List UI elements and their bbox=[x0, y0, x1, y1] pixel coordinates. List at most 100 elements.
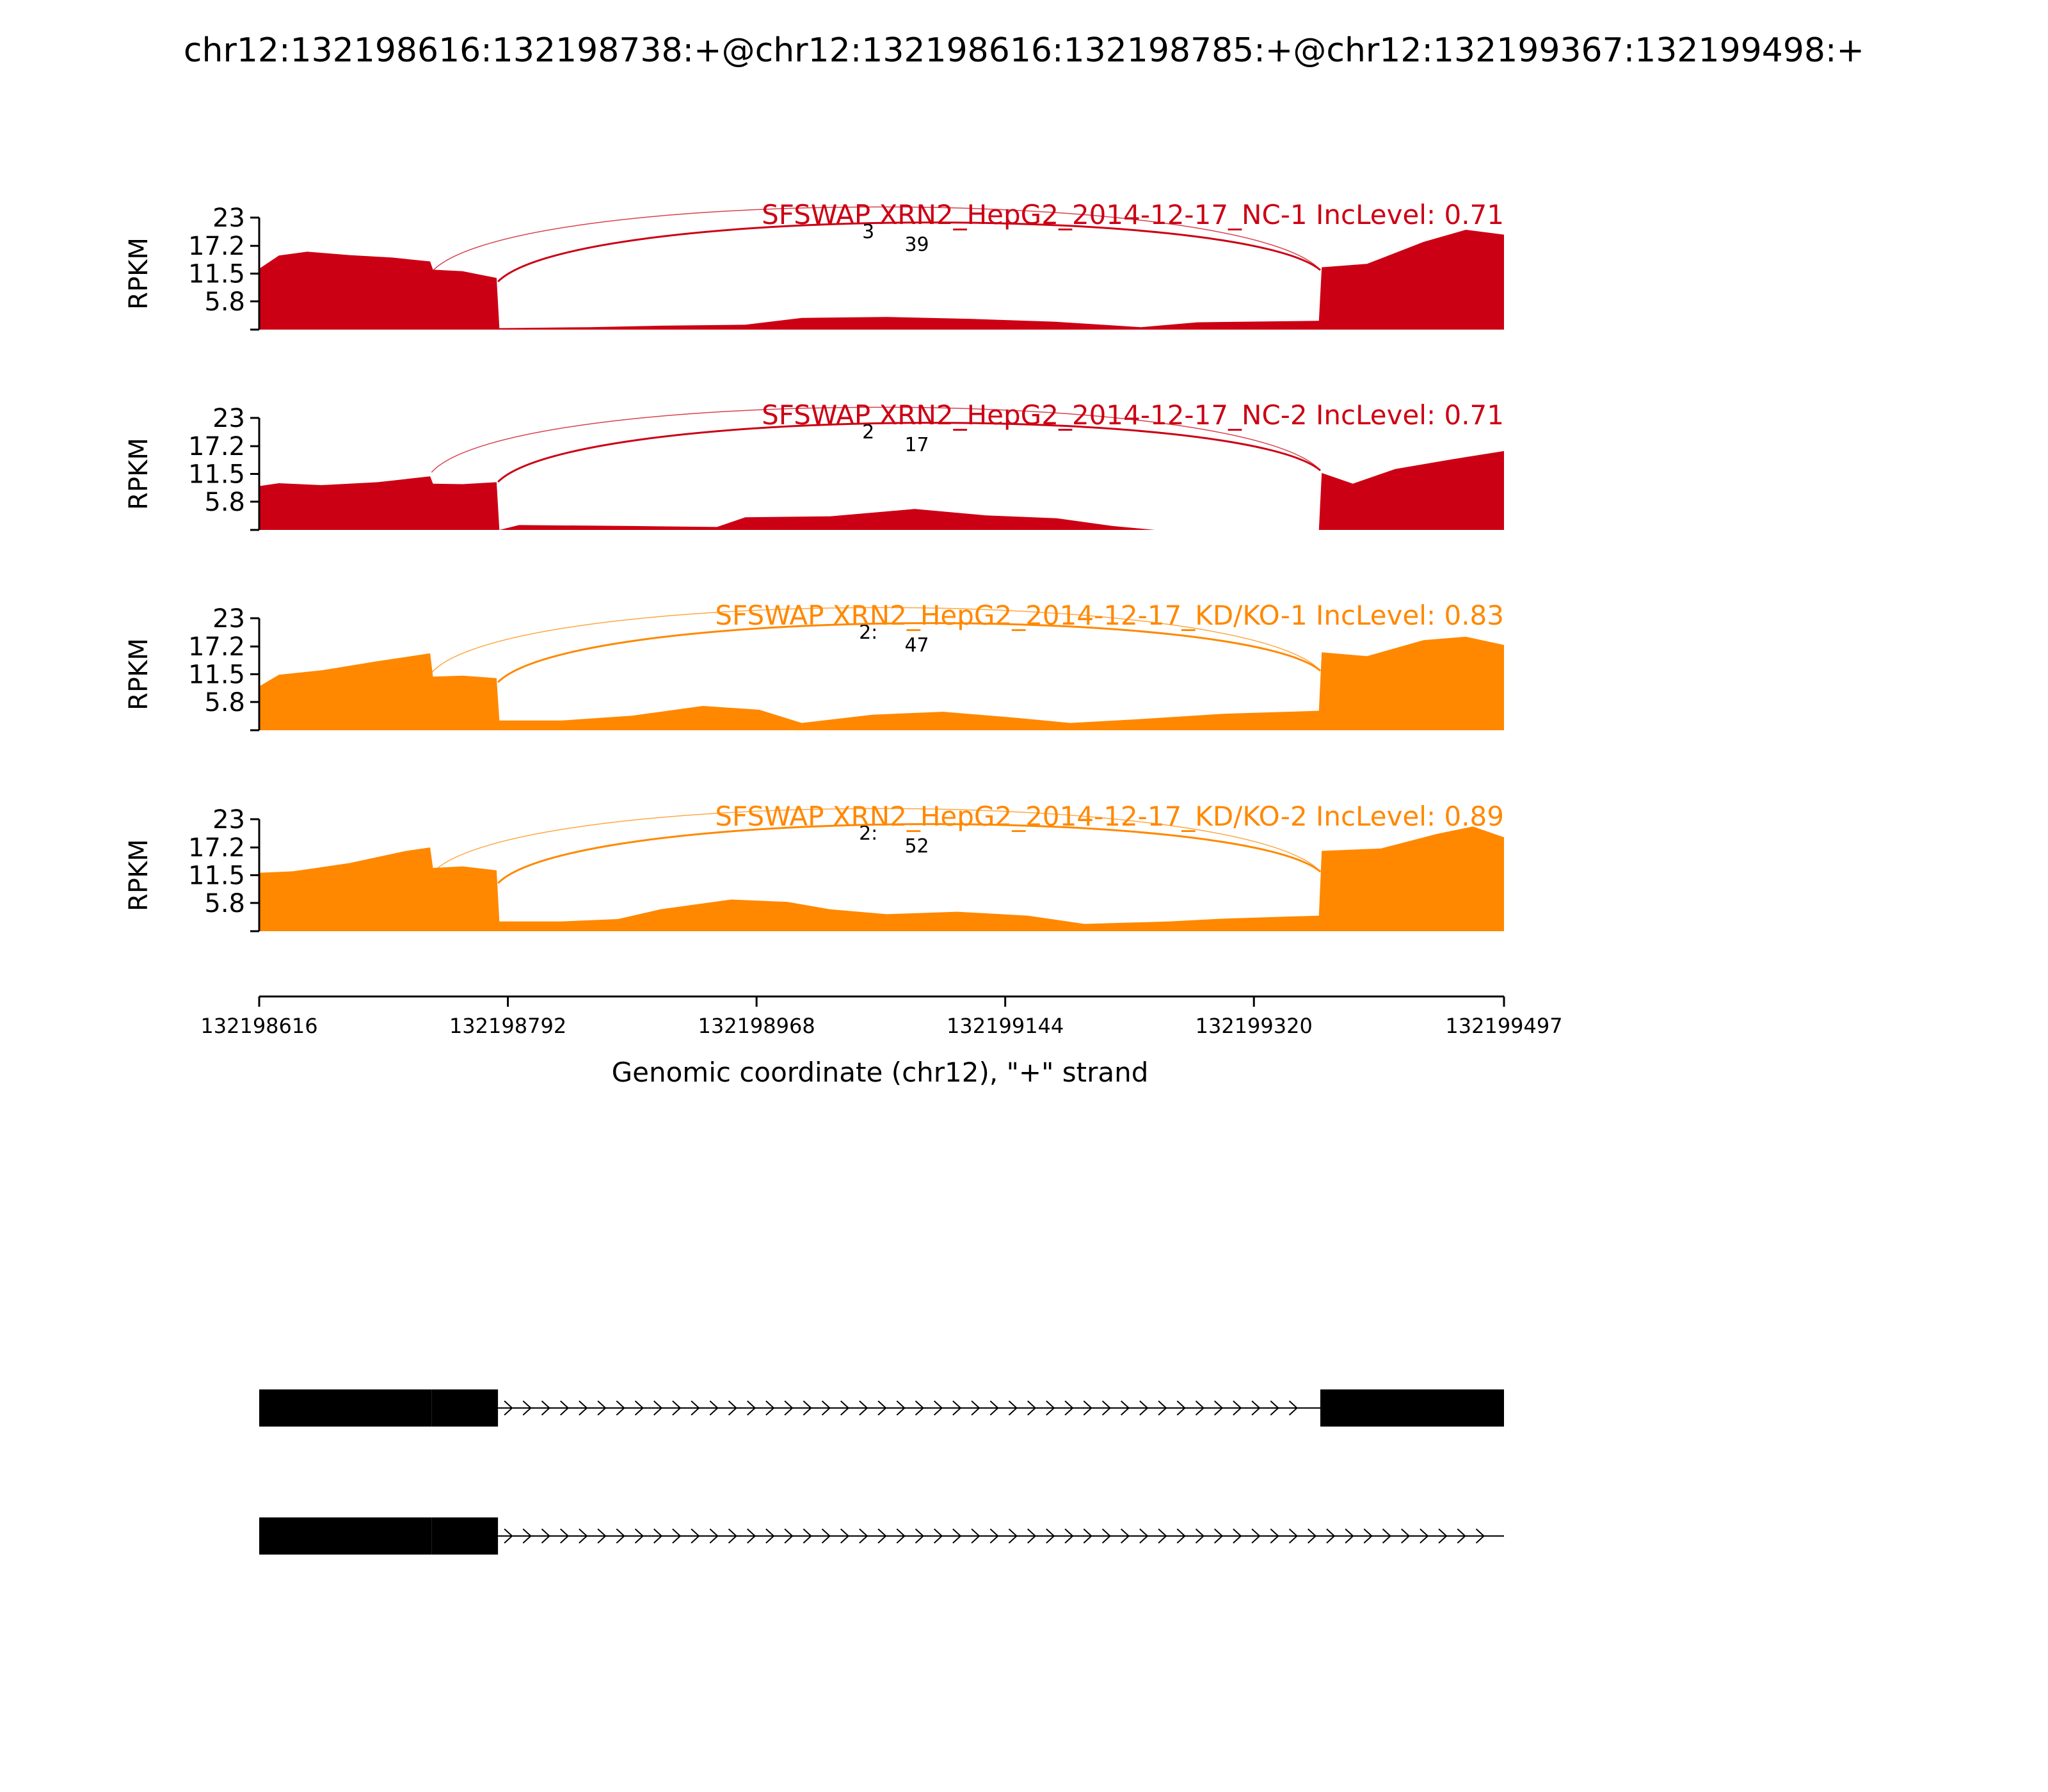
strand-arrow-icon bbox=[1139, 1400, 1149, 1416]
x-axis-label: Genomic coordinate (chr12), "+" strand bbox=[612, 1057, 1149, 1088]
strand-arrow-icon bbox=[634, 1400, 644, 1416]
junction-label-bg bbox=[891, 433, 943, 456]
strand-arrow-icon bbox=[1214, 1400, 1224, 1416]
strand-arrow-icon bbox=[560, 1400, 570, 1416]
strand-arrow-icon bbox=[653, 1400, 663, 1416]
coverage-panel-1: 3 39 5.811.517.223 RPKM SFSWAP XRN2_HepG2_20… bbox=[124, 199, 1504, 331]
strand-arrow-icon bbox=[989, 1528, 999, 1544]
strand-arrow-icon bbox=[971, 1528, 980, 1544]
strand-arrow-icon bbox=[541, 1400, 550, 1416]
panel-title: SFSWAP XRN2_HepG2_2014-12-17_NC-1 IncLev… bbox=[762, 199, 1504, 230]
y-tick-label: 11.5 bbox=[188, 260, 245, 289]
strand-arrow-icon bbox=[1101, 1400, 1111, 1416]
strand-arrow-icon bbox=[1420, 1528, 1429, 1544]
transcript-2 bbox=[259, 1517, 1504, 1555]
junction-read-count: 2 bbox=[862, 421, 874, 444]
y-tick-label: 23 bbox=[212, 805, 245, 835]
strand-arrow-icon bbox=[1382, 1528, 1391, 1544]
exon-block bbox=[1320, 1389, 1504, 1427]
gene-model bbox=[259, 1389, 1504, 1555]
exon-block bbox=[431, 1517, 499, 1555]
strand-arrow-icon bbox=[1101, 1528, 1111, 1544]
x-axis: 132198616 132198792 132198968 132199144 1321… bbox=[200, 995, 1563, 1088]
strand-arrow-icon bbox=[616, 1528, 625, 1544]
y-axis-label: RPKM bbox=[124, 237, 154, 310]
strand-arrow-icon bbox=[821, 1400, 831, 1416]
x-tick-label: 132199320 bbox=[1196, 1014, 1313, 1038]
strand-arrow-icon bbox=[504, 1528, 513, 1544]
strand-arrow-icon bbox=[728, 1528, 737, 1544]
y-tick-label: 17.2 bbox=[188, 432, 245, 461]
strand-arrow-icon bbox=[877, 1400, 887, 1416]
strand-arrow-icon bbox=[915, 1400, 924, 1416]
x-tick-label: 132199497 bbox=[1445, 1014, 1562, 1038]
strand-arrow-icon bbox=[859, 1400, 868, 1416]
strand-arrow-icon bbox=[1008, 1400, 1018, 1416]
panel-title: SFSWAP XRN2_HepG2_2014-12-17_NC-2 IncLev… bbox=[762, 399, 1504, 431]
strand-arrow-icon bbox=[877, 1528, 887, 1544]
panel-title: SFSWAP XRN2_HepG2_2014-12-17_KD/KO-2 Inc… bbox=[715, 801, 1504, 832]
strand-arrow-icon bbox=[541, 1528, 550, 1544]
x-tick-label: 132198792 bbox=[449, 1014, 566, 1038]
strand-arrow-icon bbox=[634, 1528, 644, 1544]
y-axis-label: RPKM bbox=[124, 839, 154, 911]
junction-arc bbox=[431, 406, 1321, 473]
strand-arrow-icon bbox=[1027, 1400, 1037, 1416]
strand-arrow-icon bbox=[952, 1400, 962, 1416]
y-tick-label: 11.5 bbox=[188, 460, 245, 490]
y-tick-label: 17.2 bbox=[188, 632, 245, 662]
strand-arrow-icon bbox=[1288, 1528, 1298, 1544]
strand-arrow-icon bbox=[672, 1528, 682, 1544]
strand-arrow-icon bbox=[821, 1528, 831, 1544]
coverage-area bbox=[259, 826, 1504, 931]
strand-arrow-icon bbox=[1326, 1528, 1336, 1544]
y-axis-label: RPKM bbox=[124, 638, 154, 710]
strand-arrow-icon bbox=[1195, 1400, 1204, 1416]
strand-arrow-icon bbox=[1121, 1528, 1130, 1544]
strand-arrow-icon bbox=[728, 1400, 737, 1416]
x-tick-label: 132198616 bbox=[200, 1014, 317, 1038]
strand-arrow-icon bbox=[1251, 1400, 1261, 1416]
strand-arrow-icon bbox=[1308, 1528, 1317, 1544]
strand-arrow-icon bbox=[765, 1400, 775, 1416]
junction-arc bbox=[431, 607, 1321, 673]
strand-arrow-icon bbox=[765, 1528, 775, 1544]
y-tick-label: 5.8 bbox=[204, 488, 245, 517]
strand-arrow-icon bbox=[971, 1400, 980, 1416]
strand-arrow-icon bbox=[709, 1528, 719, 1544]
y-tick-label: 17.2 bbox=[188, 232, 245, 261]
coverage-area bbox=[259, 230, 1504, 330]
strand-arrow-icon bbox=[597, 1400, 607, 1416]
strand-arrow-icon bbox=[747, 1400, 756, 1416]
junction-read-count: 47 bbox=[904, 634, 929, 657]
exon-block bbox=[431, 1389, 499, 1427]
junction-arc bbox=[497, 221, 1321, 283]
coverage-area bbox=[259, 451, 1504, 530]
strand-arrow-icon bbox=[1046, 1528, 1055, 1544]
strand-arrow-icon bbox=[840, 1400, 850, 1416]
strand-arrow-icon bbox=[1158, 1528, 1167, 1544]
junction-read-count: 52 bbox=[904, 835, 929, 858]
strand-arrow-icon bbox=[934, 1528, 943, 1544]
strand-arrow-icon bbox=[784, 1528, 794, 1544]
junction-label-bg bbox=[891, 233, 943, 256]
strand-arrow-icon bbox=[1438, 1528, 1448, 1544]
strand-arrow-icon bbox=[934, 1400, 943, 1416]
junction-read-count: 39 bbox=[904, 234, 929, 256]
figure-title: chr12:132198616:132198738:+@chr12:132198… bbox=[184, 31, 1864, 70]
strand-arrow-icon bbox=[653, 1528, 663, 1544]
strand-arrow-icon bbox=[1008, 1528, 1018, 1544]
strand-arrow-icon bbox=[616, 1400, 625, 1416]
y-tick-label: 5.8 bbox=[204, 889, 245, 918]
panel-title: SFSWAP XRN2_HepG2_2014-12-17_KD/KO-1 Inc… bbox=[715, 600, 1504, 631]
junction-read-count: 17 bbox=[904, 434, 929, 456]
strand-arrow-icon bbox=[989, 1400, 999, 1416]
strand-arrow-icon bbox=[1195, 1528, 1204, 1544]
strand-arrow-icon bbox=[1345, 1528, 1354, 1544]
strand-arrow-icon bbox=[522, 1528, 532, 1544]
strand-arrow-icon bbox=[747, 1528, 756, 1544]
strand-arrow-icon bbox=[1401, 1528, 1411, 1544]
junction-label-bg bbox=[891, 634, 943, 657]
